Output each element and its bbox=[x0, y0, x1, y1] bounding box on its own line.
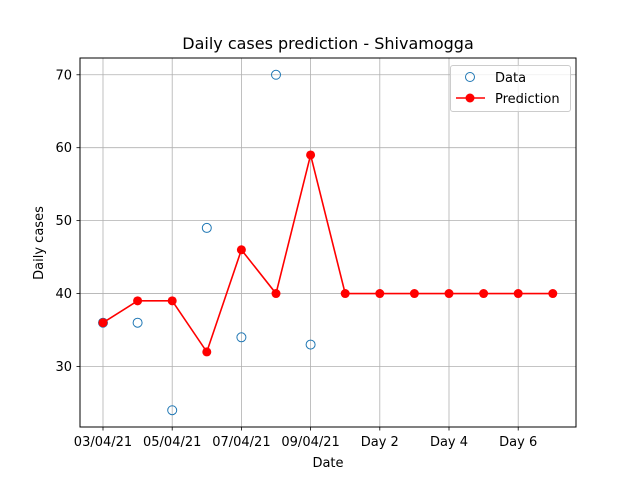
series-layer bbox=[98, 69, 558, 416]
plot-frame bbox=[79, 57, 577, 428]
prediction-point bbox=[306, 150, 316, 160]
x-tick-label: Day 4 bbox=[430, 435, 468, 450]
legend-prediction-marker bbox=[465, 93, 475, 103]
prediction-point bbox=[409, 289, 419, 299]
prediction-point bbox=[133, 296, 143, 306]
y-tick-label: 50 bbox=[55, 214, 72, 229]
prediction-point bbox=[375, 289, 385, 299]
data-point bbox=[167, 405, 178, 416]
data-point bbox=[132, 317, 143, 328]
prediction-point bbox=[513, 289, 523, 299]
legend: Data Prediction bbox=[450, 65, 571, 112]
legend-data-marker bbox=[465, 72, 475, 82]
data-point bbox=[201, 222, 212, 233]
x-tick-label: 07/04/21 bbox=[212, 435, 270, 450]
prediction-line bbox=[102, 154, 553, 354]
prediction-point bbox=[479, 289, 489, 299]
grid bbox=[80, 58, 576, 427]
x-tick-label: Day 2 bbox=[361, 435, 399, 450]
x-tick-label: 09/04/21 bbox=[281, 435, 339, 450]
y-tick-label: 40 bbox=[55, 287, 72, 302]
y-tick-label: 30 bbox=[55, 360, 72, 375]
y-tick-label: 70 bbox=[55, 68, 72, 83]
x-tick-label: 05/04/21 bbox=[143, 435, 201, 450]
prediction-point bbox=[167, 296, 177, 306]
data-point bbox=[305, 339, 316, 350]
legend-prediction-label: Prediction bbox=[495, 92, 560, 107]
x-tick-label: Day 6 bbox=[499, 435, 537, 450]
prediction-point bbox=[548, 289, 558, 299]
x-axis-label: Date bbox=[312, 456, 343, 471]
prediction-point bbox=[340, 289, 350, 299]
y-axis-label: Daily cases bbox=[32, 206, 47, 280]
chart-title: Daily cases prediction - Shivamogga bbox=[182, 34, 474, 53]
data-point bbox=[271, 69, 281, 80]
prediction-point bbox=[271, 289, 281, 299]
y-tick-label: 60 bbox=[55, 141, 72, 156]
prediction-point bbox=[202, 347, 212, 357]
axis-ticks: 03/04/21 05/04/21 07/04/21 09/04/21 Day 2 Day… bbox=[55, 68, 537, 450]
prediction-point bbox=[98, 318, 108, 328]
x-tick-label: 03/04/21 bbox=[74, 435, 132, 450]
legend-graphics: Data Prediction bbox=[456, 71, 560, 107]
prediction-point bbox=[236, 245, 246, 255]
legend-data-label: Data bbox=[495, 71, 526, 86]
data-point bbox=[236, 332, 247, 343]
prediction-point bbox=[444, 289, 454, 299]
